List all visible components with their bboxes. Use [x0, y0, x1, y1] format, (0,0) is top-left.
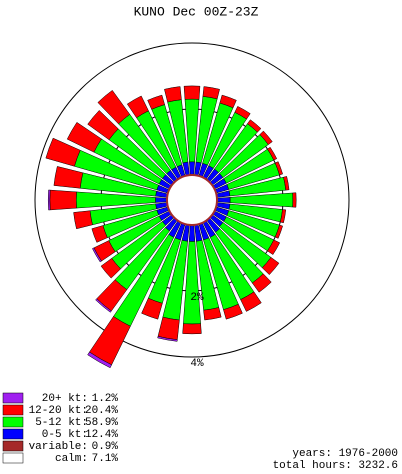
legend-swatch — [2, 392, 24, 404]
rose-segment — [47, 189, 51, 211]
rose-segment — [189, 161, 195, 176]
rose-segment — [100, 257, 121, 279]
legend-label: 20+ kt: — [42, 393, 88, 405]
rose-segment — [73, 210, 93, 230]
legend-value: 58.9% — [85, 417, 118, 429]
legend-label: calm: — [55, 453, 88, 465]
ring — [34, 42, 350, 358]
rose-segment — [45, 137, 81, 167]
footer-hours: total hours: 3232.6 — [273, 460, 398, 472]
rose-segment — [53, 166, 84, 189]
rose-segment — [141, 297, 163, 320]
legend-value: 1.2% — [92, 393, 119, 405]
legend-value: 20.4% — [85, 405, 118, 417]
rose-segment — [202, 86, 220, 100]
legend-label: 0-5 kt: — [42, 429, 88, 441]
rose-segment — [91, 225, 108, 243]
rose-segment — [182, 323, 202, 335]
rose-segment — [219, 94, 237, 109]
rose-segment — [274, 224, 283, 239]
footer-years: years: 1976-2000 — [292, 448, 398, 460]
rose-segment — [267, 146, 278, 161]
rose-segment — [261, 257, 280, 276]
rose-segment — [251, 273, 272, 293]
rose-segment — [66, 122, 102, 153]
rose-segment — [188, 224, 196, 242]
rose-segment — [259, 130, 273, 145]
ring-label: 4% — [190, 358, 204, 370]
legend-value: 7.1% — [92, 453, 119, 465]
legend-value: 12.4% — [85, 429, 118, 441]
rose-segment — [216, 197, 231, 203]
rose-segment — [87, 351, 112, 369]
legend-value: 0.9% — [92, 441, 119, 453]
rose-segment — [240, 291, 262, 312]
calm-circle — [166, 174, 218, 226]
rose-segment — [183, 85, 201, 100]
rose-segment — [49, 189, 77, 211]
rose-segment — [92, 247, 102, 263]
rose-segment — [126, 95, 149, 119]
legend-label: 5-12 kt: — [35, 417, 88, 429]
legend-swatch — [2, 404, 24, 416]
rose-segment — [155, 197, 168, 203]
rose-segment — [267, 239, 281, 255]
rose-segment — [157, 336, 178, 342]
rose-segment — [223, 303, 243, 320]
rose-segment — [203, 307, 222, 321]
rose-segment — [283, 176, 290, 191]
rose-segment — [234, 106, 251, 120]
ring-label: 2% — [190, 292, 204, 304]
legend-swatch — [2, 416, 24, 428]
legend-label: 12-20 kt: — [29, 405, 88, 417]
rose-segment — [87, 110, 119, 141]
rose-segment — [279, 209, 287, 224]
rose-segment — [274, 161, 283, 176]
chart-title: KUNO Dec 00Z-23Z — [134, 4, 259, 19]
rose-segment — [95, 298, 112, 313]
legend-swatch — [2, 428, 24, 440]
rose-segment — [97, 89, 131, 125]
legend-label: variable: — [29, 441, 88, 453]
legend-swatch — [2, 440, 24, 452]
rose-segment — [292, 192, 297, 208]
rose-segment — [247, 119, 262, 133]
rose-segment — [147, 94, 165, 110]
legend-swatch — [2, 452, 24, 464]
rose-segment — [164, 86, 182, 103]
